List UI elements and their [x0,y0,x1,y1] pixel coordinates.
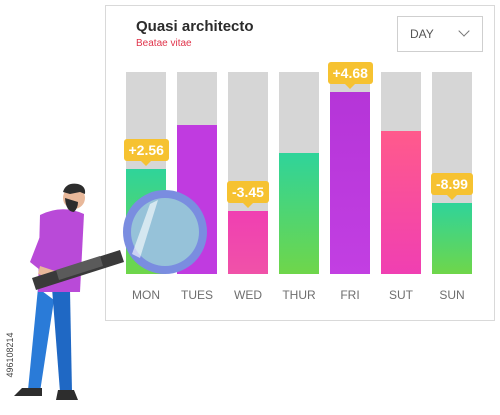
right-leg [52,288,72,392]
value-badge: +4.68 [327,62,373,90]
stock-id-text: 496108214 [5,332,15,378]
raised-arm [30,226,52,270]
bar-value [432,203,472,274]
bar-value [330,92,370,274]
period-dropdown[interactable]: DAY [397,16,483,52]
value-badge: +2.56 [123,138,169,166]
left-shoe [14,388,42,396]
chevron-down-icon [458,25,470,37]
day-label: WED [234,288,262,302]
magnifier-handle-grip [56,256,103,280]
bar-sun[interactable] [432,72,472,274]
value-badge: -8.99 [431,173,473,201]
man-with-magnifier-illustration [14,183,207,400]
bar-value [228,211,268,274]
stock-id-label: 496108214 [4,300,16,410]
hair [63,183,86,194]
bar-fri[interactable] [330,72,370,274]
day-label: SUT [389,288,413,302]
day-label: SUN [439,288,465,302]
bar-sut[interactable] [381,72,421,274]
beard [65,198,78,212]
bar-value [279,152,319,274]
right-shoe [56,390,78,400]
magnifier-lens-glare [132,200,158,258]
card-subtitle: Beatae vitae [136,38,192,49]
value-badge: -3.45 [227,181,269,209]
day-label: THUR [282,288,316,302]
day-label: FRI [340,288,360,302]
period-dropdown-value: DAY [410,27,434,41]
left-leg [28,288,54,392]
card-title: Quasi architecto [136,18,254,35]
bar-thur[interactable] [279,72,319,274]
bar-value [381,130,421,274]
bar-wed[interactable] [228,72,268,274]
day-label: MON [132,288,160,302]
day-label: TUES [180,288,213,302]
